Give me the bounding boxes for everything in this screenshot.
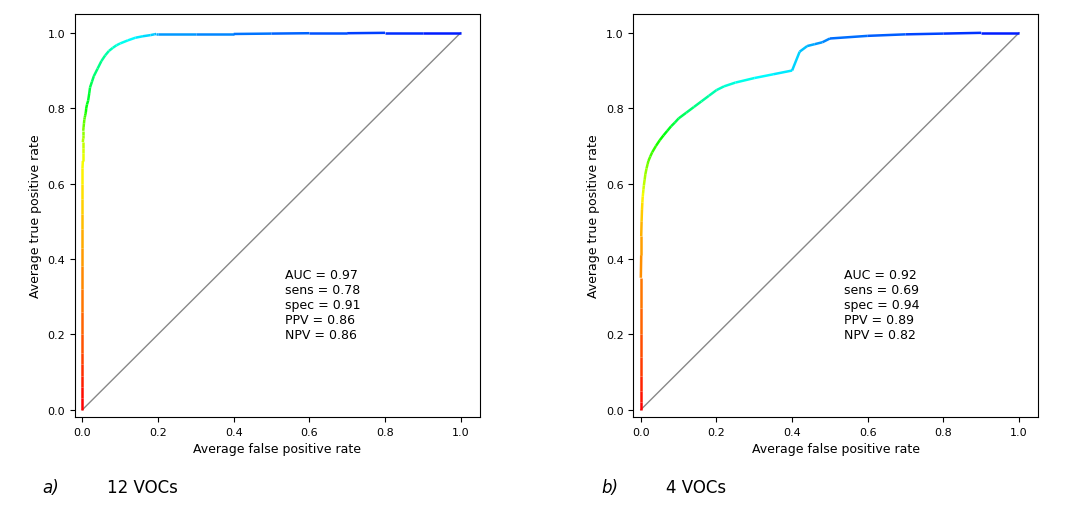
Text: b): b)	[601, 478, 617, 496]
Text: AUC = 0.97
sens = 0.78
spec = 0.91
PPV = 0.86
NPV = 0.86: AUC = 0.97 sens = 0.78 spec = 0.91 PPV =…	[286, 268, 361, 341]
X-axis label: Average false positive rate: Average false positive rate	[194, 443, 362, 456]
Text: AUC = 0.92
sens = 0.69
spec = 0.94
PPV = 0.89
NPV = 0.82: AUC = 0.92 sens = 0.69 spec = 0.94 PPV =…	[843, 268, 919, 341]
Text: a): a)	[43, 478, 59, 496]
X-axis label: Average false positive rate: Average false positive rate	[751, 443, 919, 456]
Y-axis label: Average true positive rate: Average true positive rate	[29, 134, 42, 298]
Y-axis label: Average true positive rate: Average true positive rate	[587, 134, 600, 298]
Text: 4 VOCs: 4 VOCs	[666, 478, 725, 496]
Text: 12 VOCs: 12 VOCs	[107, 478, 178, 496]
